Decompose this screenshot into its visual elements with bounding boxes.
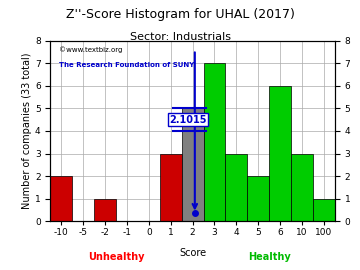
X-axis label: Score: Score	[179, 248, 206, 258]
Bar	[247, 176, 269, 221]
Text: Sector: Industrials: Sector: Industrials	[130, 32, 230, 42]
Bar	[94, 199, 116, 221]
Text: Healthy: Healthy	[248, 252, 291, 262]
Text: ©www.textbiz.org: ©www.textbiz.org	[59, 46, 122, 53]
Bar	[291, 154, 313, 221]
Bar	[182, 108, 203, 221]
Text: Unhealthy: Unhealthy	[88, 252, 144, 262]
Bar	[313, 199, 335, 221]
Bar	[225, 154, 247, 221]
Bar	[203, 63, 225, 221]
Text: The Research Foundation of SUNY: The Research Foundation of SUNY	[59, 62, 194, 68]
Bar	[269, 86, 291, 221]
Bar	[50, 176, 72, 221]
Y-axis label: Number of companies (33 total): Number of companies (33 total)	[22, 53, 32, 209]
Text: 2.1015: 2.1015	[170, 115, 207, 125]
Bar	[160, 154, 182, 221]
Text: Z''-Score Histogram for UHAL (2017): Z''-Score Histogram for UHAL (2017)	[66, 8, 294, 21]
